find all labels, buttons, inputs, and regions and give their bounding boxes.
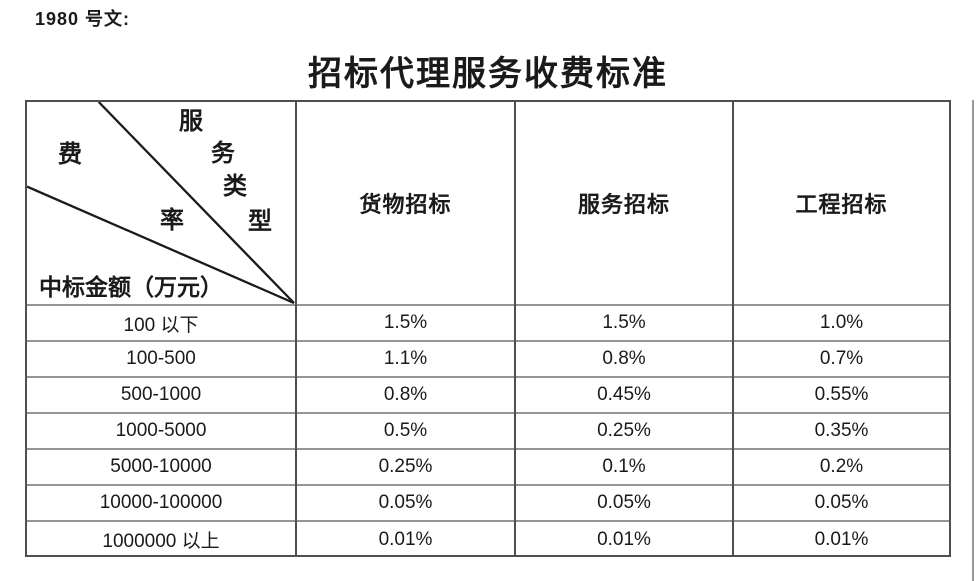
column-header-goods: 货物招标 (295, 102, 515, 305)
fee-rate-cell: 1.1% (295, 340, 515, 377)
fee-rate-cell: 0.55% (732, 376, 949, 413)
column-header-engineering: 工程招标 (732, 102, 949, 305)
table-header-row: 服 务 类 型 费 率 中标金额（万元） 货物招标 服务招标 工程招标 (27, 102, 949, 305)
column-header-services: 服务招标 (514, 102, 733, 305)
amount-range-cell: 1000000 以上 (27, 520, 296, 557)
fee-rate-cell: 0.01% (514, 520, 733, 557)
fee-rate-cell: 0.8% (295, 376, 515, 413)
document-ref-label: 1980 号文: (35, 9, 131, 29)
fee-rate-cell: 0.05% (732, 484, 949, 521)
row-axis-label: 中标金额（万元） (39, 275, 223, 300)
table-row: 5000-10000 0.25% 0.1% 0.2% (27, 448, 949, 485)
fee-rate-cell: 0.5% (295, 412, 515, 449)
table-row: 100-500 1.1% 0.8% 0.7% (27, 340, 949, 377)
page-title: 招标代理服务收费标准 (308, 56, 668, 93)
page-edge-line (972, 100, 974, 581)
table-row: 500-1000 0.8% 0.45% 0.55% (27, 376, 949, 413)
table-row: 1000000 以上 0.01% 0.01% 0.01% (27, 520, 949, 557)
fee-rate-cell: 0.25% (514, 412, 733, 449)
fee-rate-cell: 1.5% (295, 304, 515, 341)
table-row: 1000-5000 0.5% 0.25% 0.35% (27, 412, 949, 449)
fee-rate-cell: 0.35% (732, 412, 949, 449)
fee-rate-cell: 0.25% (295, 448, 515, 485)
fee-rate-cell: 1.5% (514, 304, 733, 341)
fee-rate-cell: 0.7% (732, 340, 949, 377)
corner-label-service-char: 服 (179, 109, 203, 135)
fee-table-body: 服 务 类 型 费 率 中标金额（万元） 货物招标 服务招标 工程招标 100 … (27, 102, 949, 557)
diagonal-lines (27, 102, 295, 304)
amount-range-cell: 1000-5000 (27, 412, 296, 449)
table-row: 10000-100000 0.05% 0.05% 0.05% (27, 484, 949, 521)
amount-range-cell: 5000-10000 (27, 448, 296, 485)
corner-label-service-char: 型 (248, 209, 272, 235)
fee-table: 服 务 类 型 费 率 中标金额（万元） 货物招标 服务招标 工程招标 100 … (27, 102, 949, 557)
corner-label-service-char: 务 (211, 141, 235, 167)
fee-rate-cell: 0.45% (514, 376, 733, 413)
fee-rate-cell: 0.01% (732, 520, 949, 557)
fee-rate-cell: 0.2% (732, 448, 949, 485)
amount-range-cell: 100 以下 (27, 304, 296, 341)
amount-range-cell: 100-500 (27, 340, 296, 377)
fee-rate-cell: 0.01% (295, 520, 515, 557)
fee-standard-table: 服 务 类 型 费 率 中标金额（万元） 货物招标 服务招标 工程招标 100 … (25, 100, 951, 557)
fee-rate-cell: 1.0% (732, 304, 949, 341)
fee-rate-cell: 0.05% (514, 484, 733, 521)
corner-label-service-char: 类 (223, 174, 247, 200)
fee-rate-cell: 0.05% (295, 484, 515, 521)
corner-label-rate-char: 率 (160, 208, 184, 234)
fee-rate-cell: 0.8% (514, 340, 733, 377)
amount-range-cell: 10000-100000 (27, 484, 296, 521)
fee-rate-cell: 0.1% (514, 448, 733, 485)
amount-range-cell: 500-1000 (27, 376, 296, 413)
diagonal-corner-cell: 服 务 类 型 费 率 中标金额（万元） (27, 102, 296, 305)
corner-label-rate-char: 费 (58, 142, 82, 168)
table-row: 100 以下 1.5% 1.5% 1.0% (27, 304, 949, 341)
